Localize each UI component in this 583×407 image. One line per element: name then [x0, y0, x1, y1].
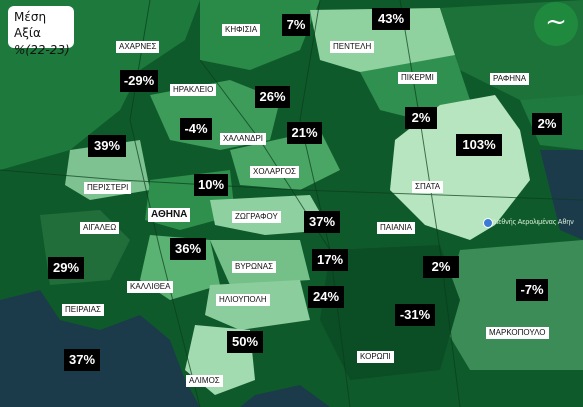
area-label-rafina: ΡΑΦΗΝΑ	[490, 73, 530, 85]
map-subtitle: %(22-23)	[14, 43, 70, 57]
area-value-zografou: 37%	[304, 211, 340, 233]
area-value-kifisia: 7%	[282, 14, 310, 36]
area-label-pikermi: ΠΙΚΕΡΜΙ	[398, 72, 437, 84]
area-label-irakleio: ΗΡΑΚΛΕΙΟ	[170, 84, 217, 96]
area-value-pikermi: 2%	[405, 107, 437, 129]
area-label-aigaleo: ΑΙΓΑΛΕΩ	[80, 222, 120, 234]
map-title: Μέση Αξία	[14, 10, 47, 40]
area-value-vyronas: 17%	[312, 249, 348, 271]
area-label-spata: ΣΠΑΤΑ	[412, 181, 444, 193]
area-label-athina: ΑΘΗΝΑ	[148, 208, 191, 222]
area-value-ilioupoli: 24%	[308, 286, 344, 308]
area-label-kifisia: ΚΗΦΙΣΙΑ	[222, 24, 261, 36]
legend-box: Μέση Αξία %(22-23)	[8, 6, 74, 57]
area-value-cholargos: 21%	[287, 122, 322, 144]
area-label-cholargos: ΧΟΛΑΡΓΟΣ	[250, 166, 300, 178]
area-value-penteli: 43%	[372, 8, 410, 30]
area-value-rafina: 2%	[532, 113, 562, 135]
area-value-aigaleo: 29%	[48, 257, 84, 279]
area-label-chalandri: ΧΑΛΑΝΔΡΙ	[220, 133, 267, 145]
area-label-peristeri: ΠΕΡΙΣΤΕΡΙ	[84, 182, 132, 194]
area-label-penteli: ΠΕΝΤΕΛΗ	[330, 41, 375, 53]
area-value-spata: 103%	[456, 134, 502, 156]
area-value-irakleio: -4%	[180, 118, 212, 140]
area-label-vyronas: ΒΥΡΩΝΑΣ	[232, 261, 277, 273]
map-pin-icon	[483, 218, 493, 228]
area-label-peiraias: ΠΕΙΡΑΙΑΣ	[62, 304, 104, 316]
area-value-kallithea: 36%	[170, 238, 206, 260]
area-label-koropi: ΚΟΡΩΠΙ	[357, 351, 394, 363]
area-label-markopoulo: ΜΑΡΚΟΠΟΥΛΟ	[486, 327, 549, 339]
area-label-kallithea: ΚΑΛΛΙΘΕΑ	[127, 281, 174, 293]
area-value-markopoulo: -7%	[516, 279, 548, 301]
area-label-alimos: ΑΛΙΜΟΣ	[186, 375, 223, 387]
area-value-alimos: 50%	[227, 331, 263, 353]
area-label-zografou: ΖΩΓΡΑΦΟΥ	[232, 211, 281, 223]
area-label-ilioupoli: ΗΛΙΟΥΠΟΛΗ	[216, 294, 270, 306]
area-label-paiania: ΠΑΙΑΝΙΑ	[377, 222, 416, 234]
area-value-acharnes: -29%	[120, 70, 158, 92]
area-value-athina: 10%	[194, 174, 228, 196]
tilde-wave-icon: ~	[545, 7, 567, 37]
area-value-paiania: 2%	[423, 256, 459, 278]
area-value-peiraias: 37%	[64, 349, 100, 371]
area-value-peristeri: 39%	[88, 135, 126, 157]
area-value-koropi: -31%	[395, 304, 435, 326]
area-label-acharnes: ΑΧΑΡΝΕΣ	[116, 41, 160, 53]
airport-label: Διεθνής Αερολιμένας Αθην	[492, 219, 574, 226]
area-value-chalandri: 26%	[255, 86, 290, 108]
brand-logo: ~	[534, 2, 578, 46]
